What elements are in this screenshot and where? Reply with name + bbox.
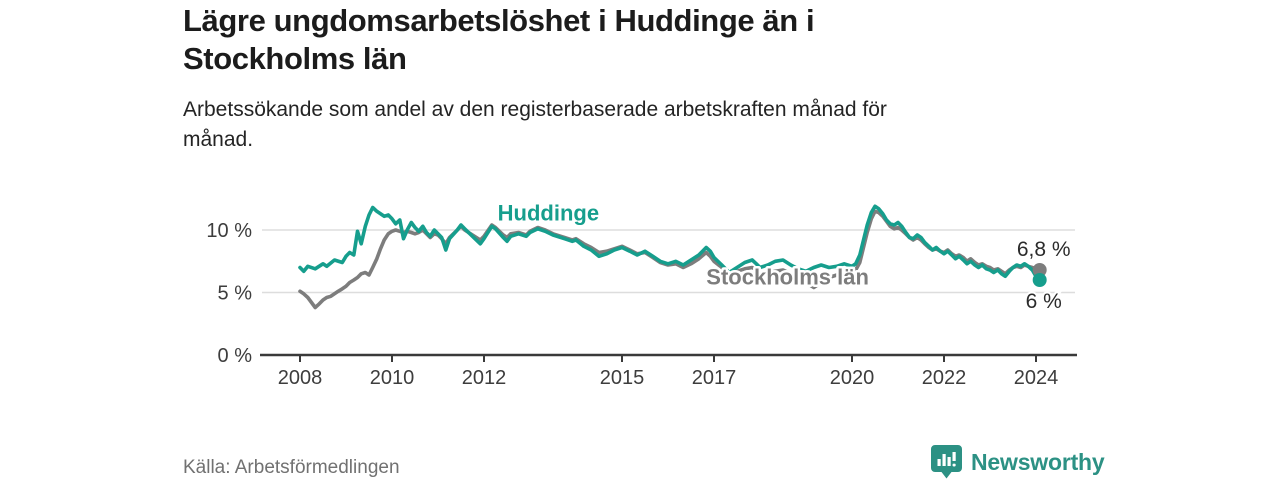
page-title: Lägre ungdomsarbetslöshet i Huddinge än … — [183, 2, 1003, 78]
x-axis-tick-label: 2010 — [370, 367, 415, 389]
series-end-value-label: 6,8 % — [1017, 238, 1071, 261]
title-line-2: Stockholms län — [183, 41, 407, 76]
x-axis-tick-label: 2015 — [600, 367, 645, 389]
series-label: Stockholms län — [706, 264, 869, 289]
title-line-1: Lägre ungdomsarbetslöshet i Huddinge än … — [183, 3, 815, 38]
series-end-value-label: 6 % — [1026, 290, 1062, 313]
x-axis-tick-label: 2022 — [922, 367, 967, 389]
huddinge-line — [298, 204, 1042, 282]
logo-bars — [937, 452, 956, 467]
source-note: Källa: Arbetsförmedlingen — [183, 457, 400, 478]
line-chart: 0 % 5 % 10 % 2008 2010 2012 2015 2017 2020 2022 20… — [206, 198, 1077, 389]
y-axis-tick-label: 10 % — [206, 220, 252, 242]
x-axis-tick-label: 2017 — [692, 367, 737, 389]
subtitle-line-1: Arbetssökande som andel av den registerb… — [183, 98, 887, 121]
y-axis-tick-label: 0 % — [218, 345, 253, 367]
x-axis-tick-label: 2008 — [278, 367, 323, 389]
newsworthy-logo-icon — [931, 445, 962, 479]
series-label: Huddinge — [498, 201, 599, 226]
subtitle-line-2: månad. — [183, 128, 254, 151]
chart-subtitle: Arbetssökande som andel av den registerb… — [183, 95, 1063, 155]
logo-bubble-shape — [931, 445, 962, 479]
x-axis-tick-label: 2020 — [830, 367, 875, 389]
x-axis-tick-label: 2024 — [1014, 367, 1059, 389]
y-axis-tick-label: 5 % — [218, 283, 253, 305]
brand-name: Newsworthy — [971, 448, 1105, 475]
newsworthy-logo: Newsworthy — [931, 445, 1105, 479]
series-end-dot — [1032, 263, 1047, 277]
series-end-dot — [1032, 273, 1047, 287]
x-axis-tick-label: 2012 — [462, 367, 507, 389]
